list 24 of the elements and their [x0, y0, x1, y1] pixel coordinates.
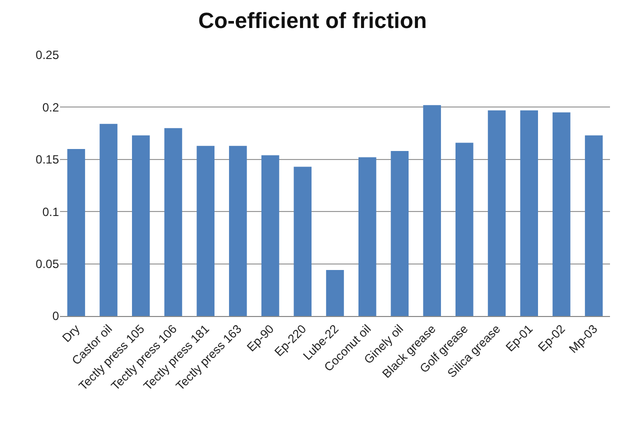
y-tick-label: 0.2 [42, 100, 60, 114]
bar [229, 146, 247, 316]
bar [552, 112, 570, 316]
bar [390, 151, 409, 316]
bar [456, 142, 474, 316]
bar [358, 157, 376, 316]
y-tick-label: 0.15 [36, 152, 60, 167]
bar [100, 124, 118, 316]
bar [196, 146, 214, 316]
y-tick-label: 0.25 [36, 48, 60, 62]
bar [294, 166, 312, 316]
bar [520, 110, 538, 316]
bar [423, 105, 441, 316]
bar [132, 135, 150, 316]
y-tick-label: 0.05 [36, 257, 60, 271]
bar [261, 155, 280, 316]
y-tick-label: 0 [52, 309, 60, 324]
chart-title: Co-efficient of friction [198, 8, 427, 34]
bar [488, 110, 506, 316]
bar [584, 135, 603, 316]
bar [326, 270, 344, 316]
y-tick-label: 0.1 [42, 204, 60, 219]
bar [164, 128, 182, 316]
bar [67, 148, 86, 316]
